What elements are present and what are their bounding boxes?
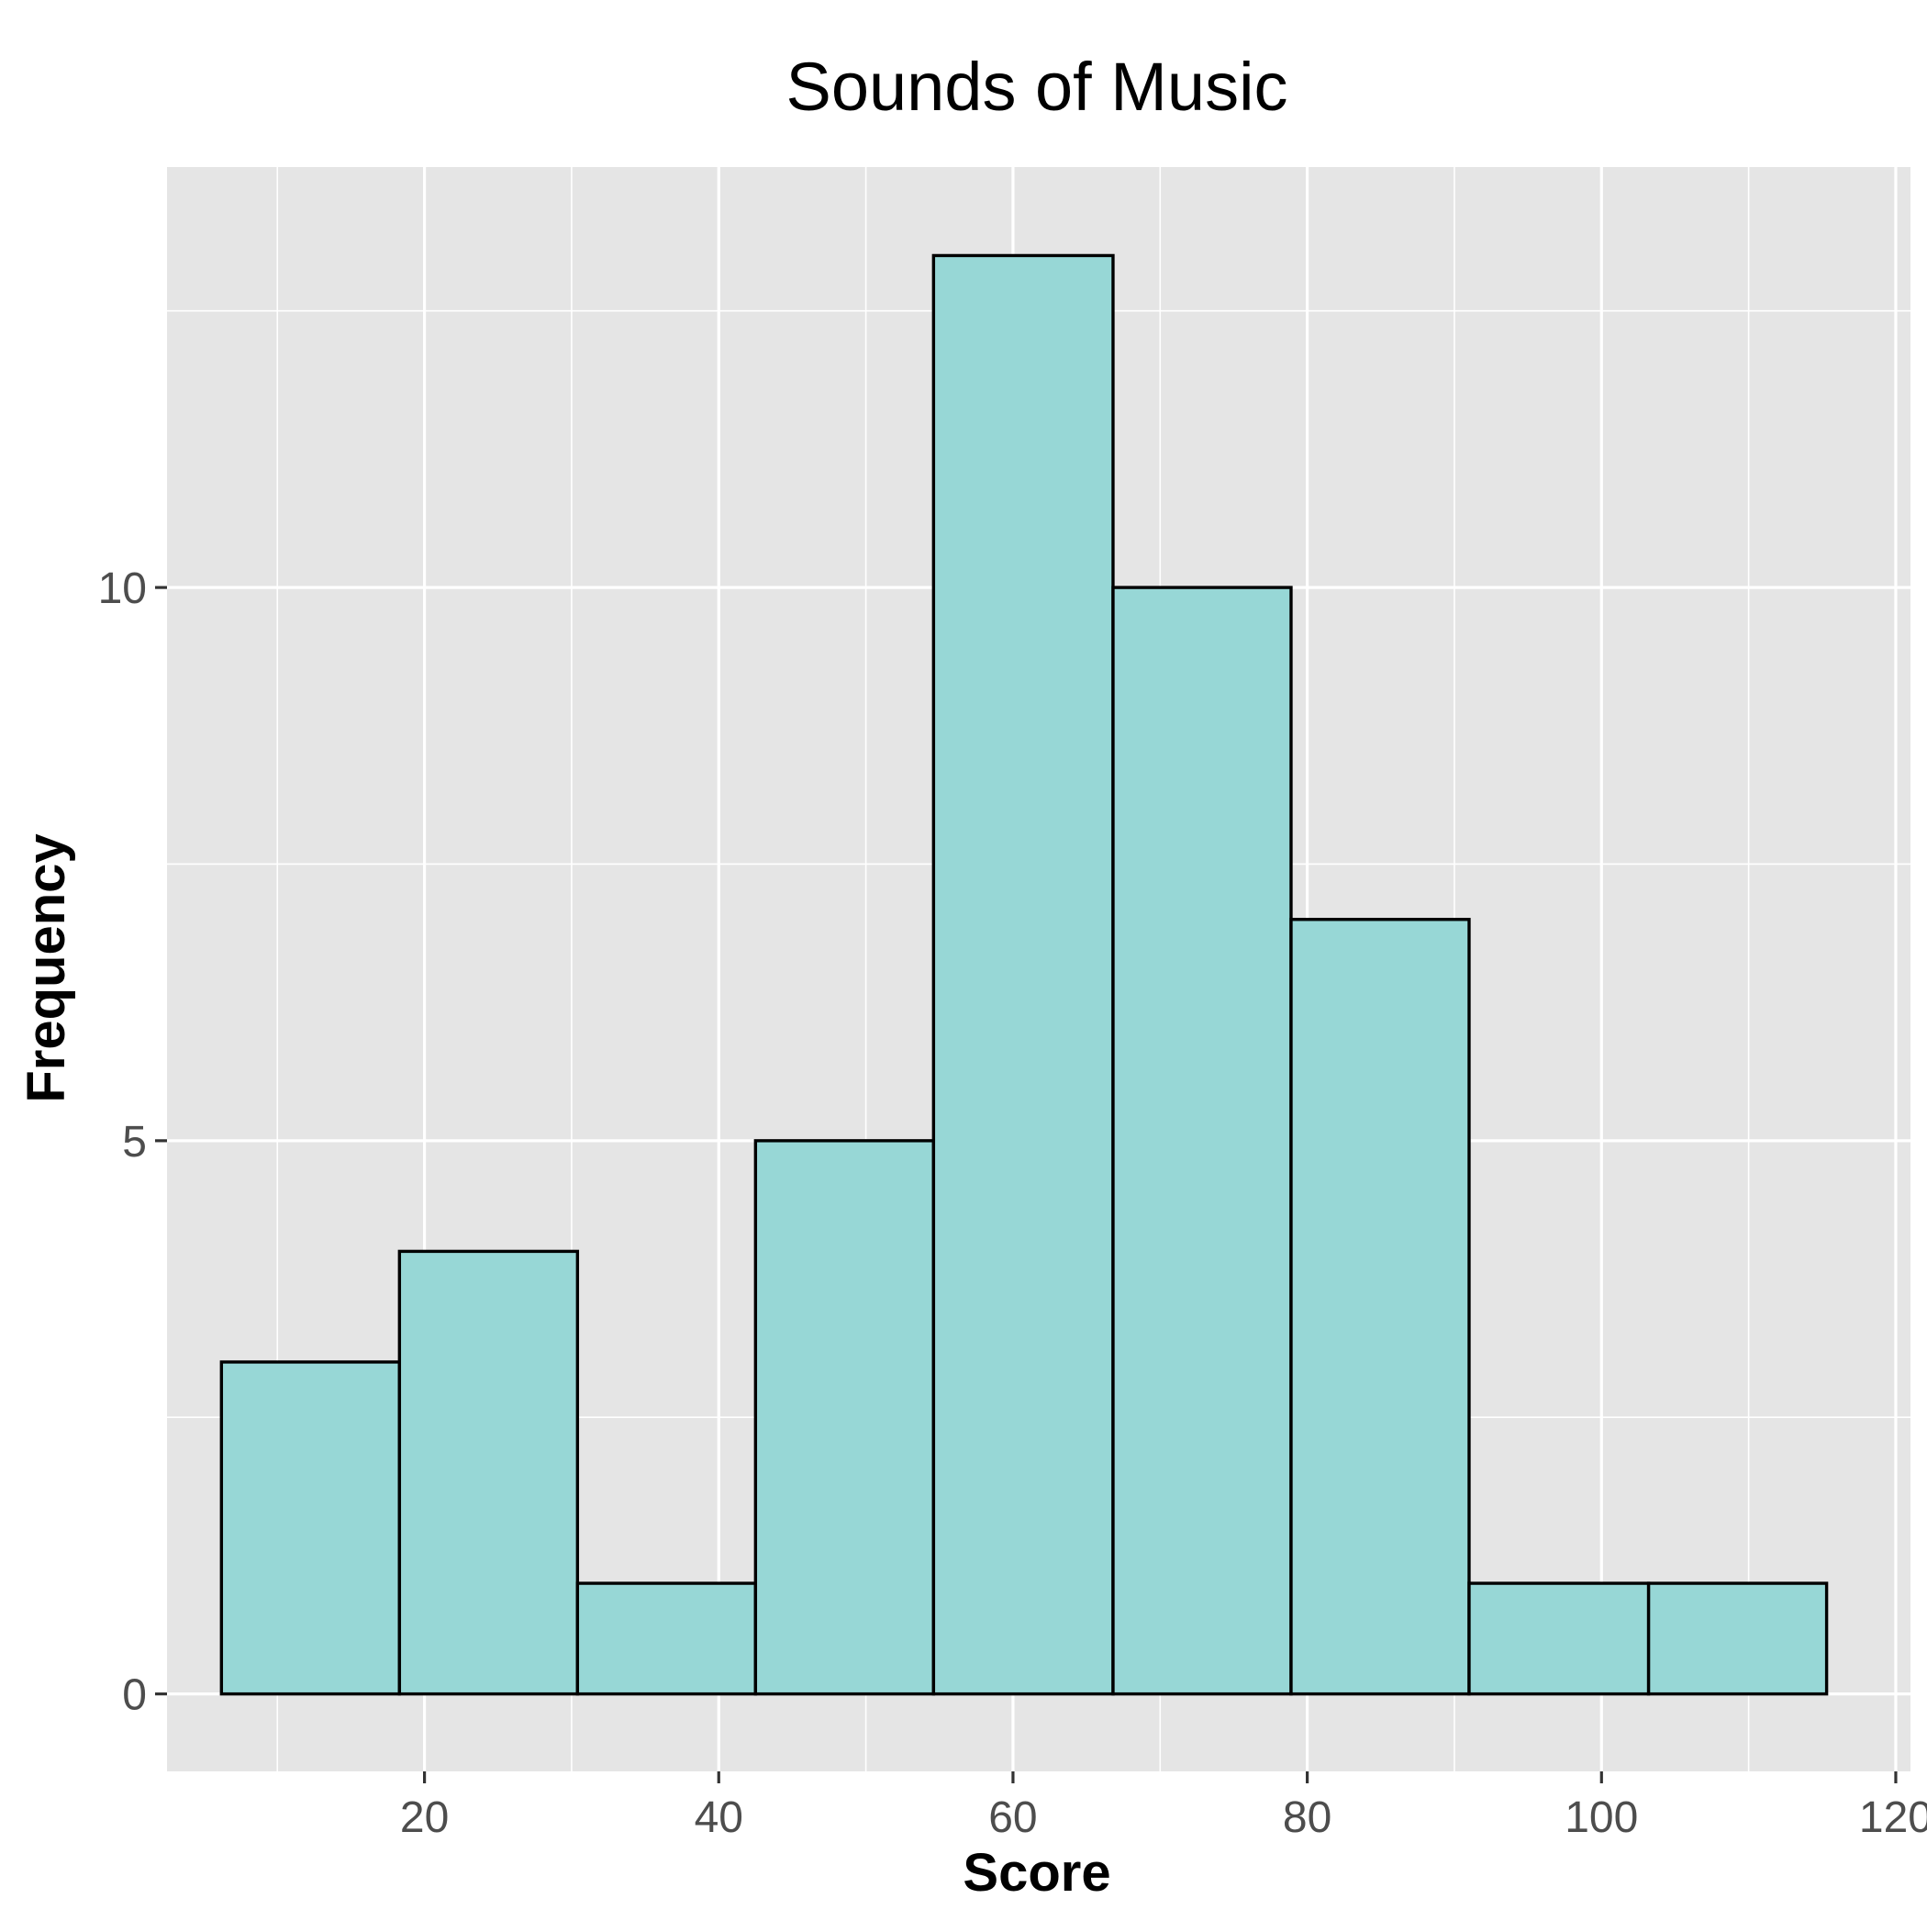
chart-title: Sounds of Music — [785, 49, 1287, 125]
histogram-bar — [1289, 918, 1471, 1696]
histogram-bar — [753, 1139, 936, 1696]
x-axis-tick-labels: 20 40 60 80 100 120 — [400, 1793, 1927, 1842]
x-tick-label: 80 — [1283, 1793, 1331, 1842]
histogram-bar — [397, 1249, 580, 1696]
histogram-bar — [1111, 586, 1293, 1696]
histogram-bar — [575, 1581, 758, 1696]
x-tick-label: 120 — [1859, 1793, 1927, 1842]
x-tick-label: 100 — [1565, 1793, 1638, 1842]
x-axis-title: Score — [963, 1843, 1110, 1903]
x-tick-label: 60 — [988, 1793, 1037, 1842]
axis-ticks — [155, 586, 1898, 1783]
y-tick-label: 0 — [122, 1671, 147, 1720]
y-tick-label: 5 — [122, 1118, 147, 1167]
y-tick-label: 10 — [98, 564, 147, 613]
x-tick-label: 40 — [695, 1793, 743, 1842]
y-axis-tick-labels: 0 5 10 — [98, 564, 147, 1720]
histogram-bar — [931, 253, 1115, 1696]
histogram-bar — [1646, 1581, 1829, 1696]
x-tick-label: 20 — [400, 1793, 449, 1842]
y-axis-title: Frequency — [17, 833, 76, 1102]
histogram-bar — [219, 1360, 402, 1696]
histogram-bar — [1467, 1581, 1651, 1696]
histogram-bars — [219, 253, 1829, 1696]
